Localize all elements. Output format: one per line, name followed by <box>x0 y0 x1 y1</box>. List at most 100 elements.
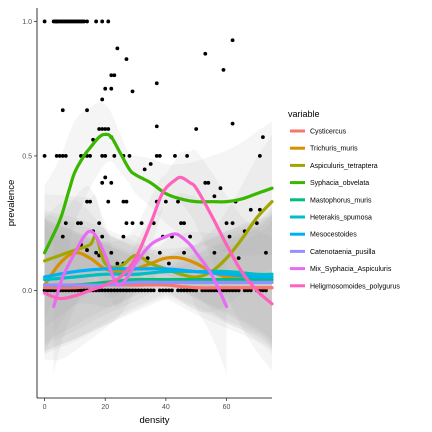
data-point <box>51 288 56 293</box>
data-point <box>163 199 168 204</box>
data-point <box>182 221 186 226</box>
line-heterakis-spumosa <box>42 269 274 282</box>
data-point <box>179 288 183 293</box>
data-point <box>264 288 268 293</box>
legend-label-syphacia-obvelata: Syphacia_obvelata <box>310 180 369 187</box>
data-point <box>224 221 229 226</box>
data-point <box>245 288 250 293</box>
data-point <box>48 288 53 293</box>
data-point <box>76 221 80 226</box>
data-point <box>85 248 89 252</box>
data-point <box>167 288 171 293</box>
data-point <box>121 288 126 293</box>
data-point <box>230 38 235 43</box>
plot-area <box>42 19 274 374</box>
data-point <box>60 108 65 113</box>
data-point <box>63 154 68 158</box>
line-syphacia-obvelata <box>42 132 274 255</box>
data-point <box>264 250 268 255</box>
data-point <box>97 127 102 131</box>
y-axis-title: prevalence <box>6 180 17 226</box>
line-heligmosomoides-polygurus <box>42 175 274 306</box>
data-point <box>230 121 235 126</box>
data-point <box>194 288 199 293</box>
data-point <box>139 221 144 226</box>
data-point <box>106 199 111 204</box>
data-point <box>230 221 235 226</box>
data-point <box>109 250 114 255</box>
data-point <box>142 167 147 172</box>
data-point <box>106 127 111 131</box>
data-point <box>212 194 217 199</box>
data-point <box>79 221 83 226</box>
data-point <box>145 288 150 293</box>
data-point <box>154 154 159 158</box>
data-point <box>242 288 247 293</box>
legend-label-mastophorus-muris: Mastophorus_muris <box>310 197 372 204</box>
data-point <box>248 288 253 293</box>
data-point <box>85 199 89 204</box>
data-point <box>157 154 162 158</box>
data-point <box>221 288 226 293</box>
data-point <box>118 288 123 293</box>
data-point <box>173 154 177 158</box>
data-point <box>148 288 153 293</box>
data-point <box>100 234 105 239</box>
legend-title: variable <box>288 109 320 119</box>
data-point <box>76 288 80 293</box>
data-point <box>85 19 89 24</box>
line-trichuris-muris <box>42 251 274 287</box>
line-cysticercus <box>42 283 274 290</box>
data-point <box>182 250 186 255</box>
data-point <box>124 288 129 293</box>
data-point <box>115 288 120 293</box>
data-point <box>221 67 226 72</box>
data-point <box>257 207 262 212</box>
data-point <box>227 288 232 293</box>
data-point <box>261 135 265 140</box>
data-point <box>148 162 153 166</box>
data-point <box>130 288 135 293</box>
data-point <box>124 221 129 226</box>
y-tick-label: 0.0 <box>22 288 32 295</box>
data-point <box>57 154 62 158</box>
legend-label-mix-syphacia-aspiculuris: Mix_Syphacia_Aspiculuris <box>310 266 392 273</box>
data-point <box>176 199 180 204</box>
data-point <box>115 46 120 51</box>
smooth-lines <box>42 132 274 309</box>
data-point <box>206 180 211 185</box>
legend-label-heligmosomoides-polygurus: Heligmosomoides_polygurus <box>310 283 400 290</box>
data-point <box>154 81 159 86</box>
ribbon-heterakis-spumosa <box>44 207 272 347</box>
data-point <box>224 288 229 293</box>
data-point <box>230 288 235 293</box>
data-point <box>236 256 241 261</box>
legend-label-catenotaenia-pusilla: Catenotaenia_pusilla <box>310 249 375 256</box>
data-point <box>109 73 114 78</box>
data-point <box>133 288 138 293</box>
line-mesocestoides <box>42 267 274 279</box>
data-point <box>106 19 111 24</box>
data-point <box>154 124 159 129</box>
data-point <box>176 288 180 293</box>
data-point <box>73 288 77 293</box>
data-point <box>203 180 208 185</box>
data-point <box>254 221 259 226</box>
data-point <box>136 288 141 293</box>
data-point <box>103 127 108 131</box>
legend-label-mesocestoides: Mesocestoides <box>310 232 357 239</box>
data-point <box>248 207 253 212</box>
data-point <box>69 288 74 293</box>
x-tick-label: 20 <box>101 404 109 411</box>
x-tick-label: 60 <box>223 404 231 411</box>
data-point <box>191 288 196 293</box>
data-point <box>103 288 108 293</box>
legend: variable Cysticercus Trichuris_muris Aspicu… <box>288 109 400 290</box>
data-point <box>85 108 89 113</box>
data-point <box>112 288 117 293</box>
data-point <box>94 19 99 24</box>
legend-label-trichuris-muris: Trichuris_muris <box>310 146 358 153</box>
data-point <box>182 288 186 293</box>
data-point <box>112 154 117 158</box>
data-point <box>124 57 129 61</box>
